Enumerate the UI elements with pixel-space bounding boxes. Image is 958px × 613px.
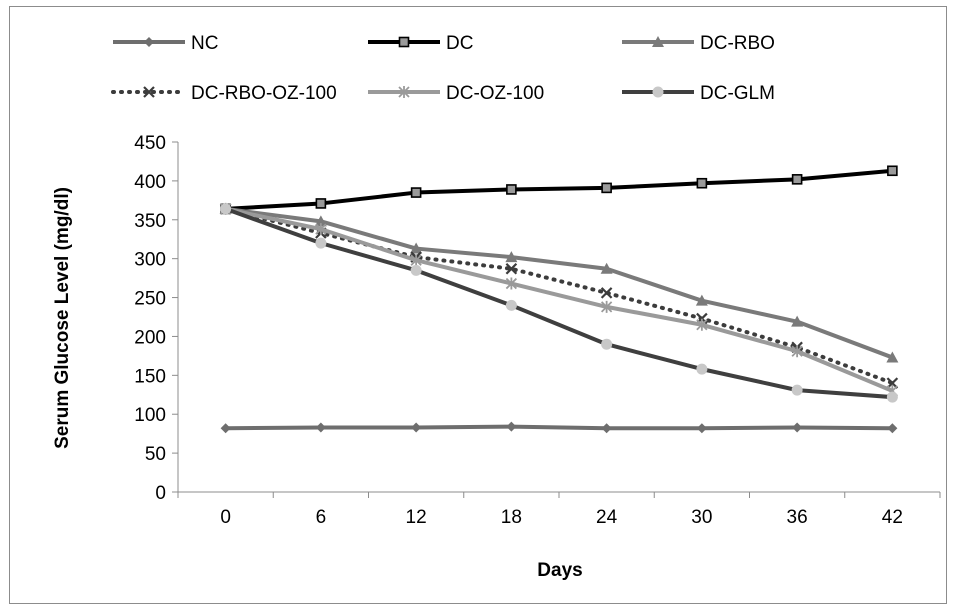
legend-item: NC xyxy=(113,33,218,54)
legend-item: DC-GLM xyxy=(622,83,775,104)
legend: NC DC DC-RBO DC-RBO-OZ-100 DC-OZ-100 DC-GLM xyxy=(111,33,775,104)
data-point xyxy=(315,422,326,433)
x-tick-label: 42 xyxy=(882,507,903,528)
y-tick-label: 150 xyxy=(134,366,166,387)
series-line xyxy=(225,168,893,211)
legend-marker xyxy=(143,86,155,98)
series-line xyxy=(223,206,895,386)
data-point xyxy=(791,345,803,358)
data-point xyxy=(601,423,612,434)
y-tick-label: 0 xyxy=(155,483,166,504)
data-point xyxy=(410,264,422,276)
y-tick-label: 250 xyxy=(134,289,166,310)
data-point xyxy=(887,165,898,177)
series-dc-rbo xyxy=(219,202,899,363)
y-tick-label: 100 xyxy=(134,405,166,426)
series-dc-glm xyxy=(220,203,898,403)
legend-item: DC-RBO-OZ-100 xyxy=(111,83,337,104)
x-tick-label: 36 xyxy=(787,507,808,528)
chart-frame xyxy=(9,6,947,604)
axes: 0 50 100 150 200 250 300 350 400 450 0 6 12 18 24 30 36 4… xyxy=(134,133,941,528)
legend-marker xyxy=(398,86,410,98)
data-point xyxy=(411,422,422,433)
legend-marker xyxy=(652,86,664,98)
data-point xyxy=(696,318,708,331)
plot-area xyxy=(219,165,899,434)
data-point xyxy=(410,254,422,267)
legend-label: DC xyxy=(446,33,473,54)
data-point xyxy=(792,422,803,433)
data-point xyxy=(600,300,613,313)
series-line xyxy=(225,206,894,360)
y-tick-label: 450 xyxy=(134,133,166,154)
series-line xyxy=(225,206,894,393)
series-line xyxy=(224,207,893,400)
y-tick-label: 300 xyxy=(134,250,166,271)
data-point xyxy=(315,198,327,209)
data-point xyxy=(791,384,803,396)
legend-item: DC-RBO xyxy=(622,33,775,54)
data-point xyxy=(506,184,517,195)
y-tick-label: 50 xyxy=(145,444,166,465)
data-point xyxy=(600,262,613,274)
x-tick-label: 0 xyxy=(220,507,231,528)
x-tick-label: 24 xyxy=(596,507,618,528)
series-dc xyxy=(220,165,898,215)
data-point xyxy=(315,223,327,236)
data-point xyxy=(220,423,231,434)
data-point xyxy=(886,351,899,363)
legend-item: DC-OZ-100 xyxy=(368,83,544,104)
x-axis-title: Days xyxy=(537,560,582,581)
y-tick-label: 400 xyxy=(134,172,166,193)
data-point xyxy=(410,187,422,198)
data-point xyxy=(220,203,232,215)
data-point xyxy=(505,263,518,275)
legend-label: DC-GLM xyxy=(700,83,775,104)
data-point xyxy=(696,177,708,189)
series-nc xyxy=(220,421,898,434)
x-tick-label: 18 xyxy=(501,507,522,528)
series-line xyxy=(225,424,893,431)
y-tick-label: 350 xyxy=(134,211,166,232)
legend-label: DC-OZ-100 xyxy=(446,83,544,104)
data-point xyxy=(600,287,613,299)
data-point xyxy=(506,421,517,432)
data-point xyxy=(695,294,708,306)
data-point xyxy=(315,237,327,249)
legend-marker xyxy=(144,37,154,47)
legend-marker xyxy=(398,36,410,48)
legend-label: DC-RBO-OZ-100 xyxy=(191,83,337,104)
x-tick-label: 12 xyxy=(406,507,427,528)
data-point xyxy=(505,251,518,263)
x-tick-label: 30 xyxy=(691,507,712,528)
data-point xyxy=(791,315,804,327)
data-point xyxy=(505,277,518,290)
data-point xyxy=(887,423,898,434)
legend-label: DC-RBO xyxy=(700,33,775,54)
data-point xyxy=(505,299,517,311)
data-point xyxy=(696,363,708,375)
legend-marker xyxy=(652,36,664,47)
y-axis-title: Serum Glucose Level (mg/dl) xyxy=(52,187,73,449)
y-tick-label: 200 xyxy=(134,327,166,348)
data-point xyxy=(314,215,327,227)
data-point xyxy=(791,174,803,185)
legend-item: DC xyxy=(368,33,473,54)
data-point xyxy=(601,182,612,194)
x-tick-label: 6 xyxy=(316,507,327,528)
legend-label: NC xyxy=(191,33,218,54)
data-point xyxy=(601,338,613,350)
data-point xyxy=(410,242,423,254)
data-point xyxy=(696,423,707,434)
data-point xyxy=(886,391,898,403)
